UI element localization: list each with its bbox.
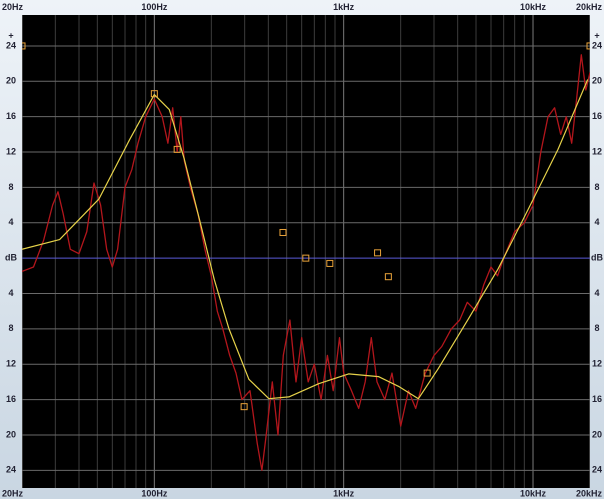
filter-point [302, 254, 310, 262]
measured-curve [22, 54, 590, 471]
filter-point [240, 403, 248, 411]
y-tick-label: 4 [8, 288, 13, 298]
x-tick-label: 100Hz [141, 2, 168, 12]
x-tick-label: 20Hz [2, 2, 24, 12]
y-top-marker: + [594, 30, 599, 40]
y-tick-label: dB [591, 253, 603, 263]
filter-point [326, 259, 334, 267]
filter-point [22, 42, 26, 50]
y-tick-label: 4 [594, 217, 599, 227]
y-tick-label: 12 [6, 359, 16, 369]
filter-point [150, 90, 158, 98]
filter-point [279, 228, 287, 236]
y-tick-label: 16 [6, 394, 16, 404]
y-tick-label: 16 [592, 111, 602, 121]
y-tick-label: 24 [6, 40, 16, 50]
y-tick-label: 24 [592, 40, 602, 50]
x-tick-label: 10kHz [520, 488, 547, 498]
x-tick-label: 20Hz [2, 488, 24, 498]
y-tick-label: dB [5, 253, 17, 263]
y-tick-label: 24 [6, 465, 16, 475]
y-tick-label: 24 [592, 465, 602, 475]
y-tick-label: 20 [6, 76, 16, 86]
y-tick-label: 8 [594, 323, 599, 333]
x-tick-label: 1kHz [333, 2, 355, 12]
filter-point [384, 273, 392, 281]
y-tick-label: 12 [592, 146, 602, 156]
filter-point [586, 42, 590, 50]
x-tick-label: 100Hz [141, 488, 168, 498]
y-tick-label: 16 [6, 111, 16, 121]
filter-point [423, 369, 431, 377]
y-tick-label: 12 [592, 359, 602, 369]
filter-point [173, 145, 181, 153]
eq-curve [22, 79, 589, 400]
x-tick-label: 10kHz [520, 2, 547, 12]
y-tick-label: 8 [8, 182, 13, 192]
y-tick-label: 4 [594, 288, 599, 298]
y-tick-label: 20 [6, 429, 16, 439]
y-top-marker: + [8, 30, 13, 40]
y-tick-label: 4 [8, 217, 13, 227]
y-tick-label: 8 [8, 323, 13, 333]
x-tick-label: 20kHz [576, 488, 603, 498]
y-tick-label: 20 [592, 76, 602, 86]
y-tick-label: 8 [594, 182, 599, 192]
y-tick-label: 16 [592, 394, 602, 404]
x-tick-label: 20kHz [576, 2, 603, 12]
x-tick-label: 1kHz [333, 488, 355, 498]
y-tick-label: 12 [6, 146, 16, 156]
y-tick-label: 20 [592, 429, 602, 439]
filter-point [374, 249, 382, 257]
